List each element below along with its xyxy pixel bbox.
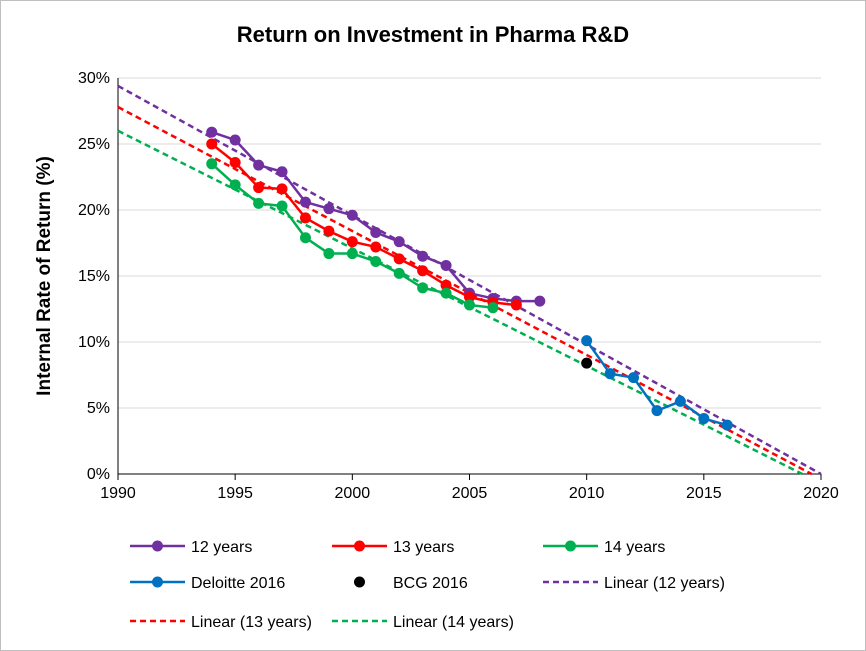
x-tick-label: 2020 xyxy=(803,485,839,502)
series-12-years-point xyxy=(393,236,405,248)
series-14-years-point xyxy=(206,158,218,170)
series-bcg-2016-point xyxy=(581,357,593,369)
series-12-years-point xyxy=(417,250,429,262)
series-deloitte-2016-point xyxy=(628,372,640,384)
legend-label: BCG 2016 xyxy=(393,575,468,592)
legend-item-linear-12-years: Linear (12 years) xyxy=(543,575,725,592)
legend-marker xyxy=(565,540,576,552)
legend-label: 14 years xyxy=(604,539,665,556)
legend-marker xyxy=(354,576,365,588)
series-14-years-point xyxy=(464,299,475,311)
series-13-years-point xyxy=(464,291,475,303)
series-14-years-point xyxy=(393,267,405,279)
series-12-years-point xyxy=(440,259,452,271)
legend-item-12-years: 12 years xyxy=(130,539,252,556)
legend-item-14-years: 14 years xyxy=(543,539,665,556)
legend-label: Linear (12 years) xyxy=(604,575,725,592)
series-14-years-point xyxy=(299,232,311,244)
series-14-years-point xyxy=(229,179,241,191)
legend: 12 years 13 years 14 years Deloitte 2016 BCG… xyxy=(130,539,725,631)
legend-label: 13 years xyxy=(393,539,454,556)
y-tick-label: 15% xyxy=(78,268,110,285)
series-12-years-point xyxy=(229,134,241,146)
legend-label: 12 years xyxy=(191,539,252,556)
series-13-years-point xyxy=(510,299,522,311)
y-tick-label: 5% xyxy=(87,400,110,417)
legend-item-deloitte-2016: Deloitte 2016 xyxy=(130,575,285,592)
series-14-years-point xyxy=(323,248,335,260)
series-12-years-point xyxy=(299,196,311,208)
series-13-years-point xyxy=(229,156,241,168)
series-linear-14-years-line xyxy=(117,129,803,476)
y-tick-label: 0% xyxy=(87,466,110,483)
series-13-years-point xyxy=(346,236,358,248)
series-13-years-point xyxy=(276,183,288,195)
series-14-years-point xyxy=(440,287,452,299)
series-13-years-point xyxy=(440,279,452,291)
y-tick-label: 25% xyxy=(78,136,110,153)
series-13-years-point xyxy=(393,253,405,265)
x-tick-label: 2015 xyxy=(686,485,722,502)
series-14-years-point xyxy=(253,197,265,209)
chart-title: Return on Investment in Pharma R&D xyxy=(237,22,629,47)
legend-item-linear-14-years: Linear (14 years) xyxy=(332,614,514,631)
series-13-years-point xyxy=(253,182,265,194)
grid xyxy=(118,77,821,409)
legend-item-bcg-2016: BCG 2016 xyxy=(354,575,468,592)
series-12-years-point xyxy=(534,295,546,307)
series-deloitte-2016-point xyxy=(674,395,686,407)
series-14-years-point xyxy=(417,282,429,294)
x-tick-label: 1995 xyxy=(217,485,253,502)
series-13-years-point xyxy=(299,212,311,224)
series-deloitte-2016-point xyxy=(698,413,710,425)
legend-item-13-years: 13 years xyxy=(332,539,454,556)
x-tick-label: 2005 xyxy=(452,485,488,502)
series-14-years-point xyxy=(346,248,358,260)
series-12-years-point xyxy=(346,209,358,221)
series-14-years-point xyxy=(276,200,288,212)
x-tick-label: 2000 xyxy=(335,485,371,502)
series-12-years-point xyxy=(206,126,218,138)
series-14-years-point xyxy=(487,302,499,314)
y-tick-label: 30% xyxy=(78,70,110,87)
series-13-years-point xyxy=(370,241,382,253)
series-12-years-point xyxy=(323,203,335,215)
legend-marker xyxy=(354,540,365,552)
data-series xyxy=(206,126,733,431)
series-13-years-point xyxy=(206,138,218,150)
y-axis-label: Internal Rate of Return (%) xyxy=(34,156,55,396)
legend-marker xyxy=(152,540,163,552)
series-12-years-point xyxy=(253,159,265,171)
series-13-years-point xyxy=(323,225,335,237)
series-13-years-point xyxy=(417,265,429,277)
x-tick-label: 2010 xyxy=(569,485,605,502)
series-12-years-point xyxy=(370,226,382,238)
x-tick-label: 1990 xyxy=(100,485,136,502)
legend-label: Linear (13 years) xyxy=(191,614,312,631)
legend-item-linear-13-years: Linear (13 years) xyxy=(130,614,312,631)
series-14-years-point xyxy=(370,255,382,267)
series-deloitte-2016-point xyxy=(581,335,593,347)
y-tick-label: 10% xyxy=(78,334,110,351)
legend-label: Linear (14 years) xyxy=(393,614,514,631)
series-deloitte-2016-point xyxy=(721,419,733,431)
y-tick-label: 20% xyxy=(78,202,110,219)
series-12-years-point xyxy=(276,166,288,178)
legend-marker xyxy=(152,576,163,588)
axes: 0% 5% 10% 15% 20% 25% 30% 1990 1995 2000 2005 2010 2… xyxy=(78,70,839,502)
series-deloitte-2016-point xyxy=(604,368,616,380)
series-deloitte-2016-point xyxy=(651,405,663,417)
legend-label: Deloitte 2016 xyxy=(191,575,285,592)
series-linear-12-years-line xyxy=(117,84,822,476)
